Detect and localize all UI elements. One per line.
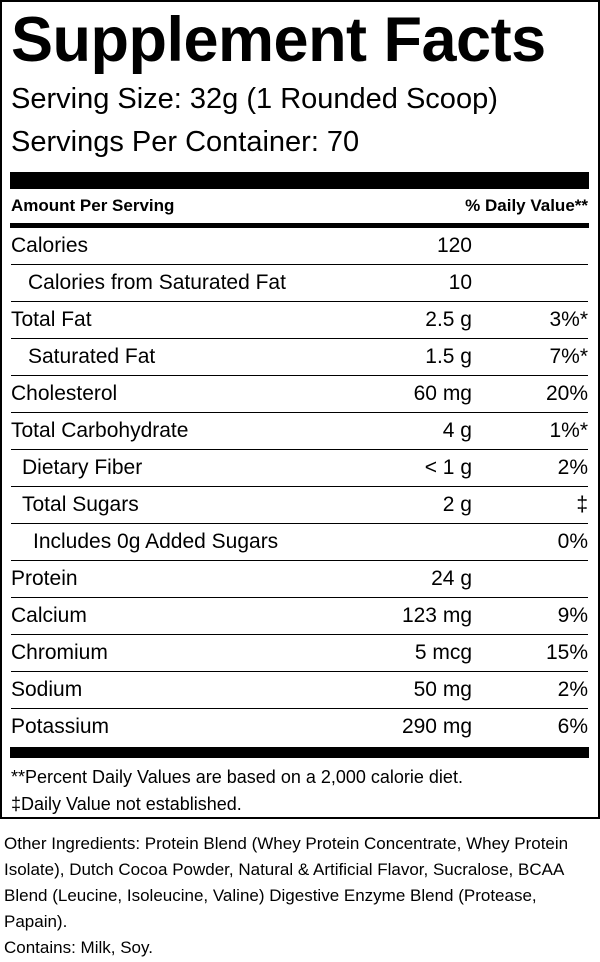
nutrient-row: Chromium 5 mcg 15% [11, 635, 588, 672]
title: Supplement Facts [11, 5, 546, 75]
footnotes: **Percent Daily Values are based on a 2,… [11, 758, 588, 818]
nutrient-name: Includes 0g Added Sugars [33, 530, 279, 553]
nutrient-name: Potassium [11, 715, 110, 738]
nutrient-row: Total Carbohydrate 4 g 1%* [11, 413, 588, 450]
nutrient-row: Sodium 50 mg 2% [11, 672, 588, 709]
amount: 10 [448, 271, 472, 294]
nutrient-table: Calories 120 Calories from Saturated Fat 10… [11, 228, 588, 745]
table-header: Amount Per Serving % Daily Value** [11, 189, 588, 223]
daily-value: 1%* [549, 419, 588, 442]
daily-value: 0% [557, 530, 588, 553]
column-header: Amount Per Serving [11, 196, 175, 215]
daily-value: ‡ [576, 493, 588, 516]
daily-value: 20% [545, 382, 588, 405]
amount: 60 mg [413, 382, 472, 405]
nutrient-name: Calories [11, 234, 89, 257]
nutrient-row: Calories from Saturated Fat 10 [11, 265, 588, 302]
amount: 2.5 g [425, 308, 472, 331]
amount: 50 mg [413, 678, 472, 701]
amount: 1.5 g [425, 345, 472, 368]
nutrient-row: Total Fat 2.5 g 3%* [11, 302, 588, 339]
amount: 2 g [442, 493, 472, 516]
nutrient-name: Protein [11, 567, 78, 590]
ingredients: Other Ingredients: Protein Blend (Whey P… [0, 819, 600, 961]
nutrient-name: Sodium [11, 678, 83, 701]
amount: 5 mcg [414, 641, 472, 664]
amount: 4 g [442, 419, 472, 442]
daily-value: 9% [557, 604, 588, 627]
nutrient-name: Calcium [11, 604, 87, 627]
nutrient-name: Chromium [11, 641, 108, 664]
amount: 24 g [431, 567, 472, 590]
nutrient-row: Calcium 123 mg 9% [11, 598, 588, 635]
nutrient-row: Saturated Fat 1.5 g 7%* [11, 339, 588, 376]
nutrient-row: Potassium 290 mg 6% [11, 709, 588, 745]
amount: 123 mg [401, 604, 472, 627]
daily-value: 7%* [549, 345, 588, 368]
footnote: ‡Daily Value not established. [11, 794, 242, 814]
amount: < 1 g [424, 456, 472, 479]
nutrient-row: Dietary Fiber < 1 g 2% [11, 450, 588, 487]
daily-value: 3%* [549, 308, 588, 331]
serving-size: Serving Size: 32g (1 Rounded Scoop) [11, 83, 498, 115]
amount: 290 mg [401, 715, 472, 738]
nutrient-name: Total Fat [11, 308, 92, 331]
daily-value: 2% [557, 678, 588, 701]
nutrient-row: Includes 0g Added Sugars 0% [11, 524, 588, 561]
nutrient-name: Calories from Saturated Fat [28, 271, 286, 294]
column-header: % Daily Value** [465, 196, 588, 215]
nutrient-name: Saturated Fat [28, 345, 156, 368]
daily-value: 2% [557, 456, 588, 479]
nutrient-row: Calories 120 [11, 228, 588, 265]
divider [10, 747, 589, 758]
nutrient-name: Cholesterol [11, 382, 118, 405]
nutrient-row: Cholesterol 60 mg 20% [11, 376, 588, 413]
nutrient-row: Protein 24 g [11, 561, 588, 598]
nutrient-name: Total Carbohydrate [11, 419, 189, 442]
nutrient-row: Total Sugars 2 g ‡ [11, 487, 588, 524]
divider [10, 223, 589, 228]
supplement-facts-panel: Supplement Facts Serving Size: 32g (1 Ro… [0, 0, 600, 819]
daily-value: 6% [557, 715, 588, 738]
divider [10, 172, 589, 189]
amount: 120 [436, 234, 472, 257]
nutrient-name: Dietary Fiber [22, 456, 143, 479]
daily-value: 15% [545, 641, 588, 664]
footnote: **Percent Daily Values are based on a 2,… [11, 767, 463, 787]
allergens: Contains: Milk, Soy. [4, 938, 153, 957]
other-ingredients: Other Ingredients: Protein Blend (Whey P… [4, 834, 569, 931]
servings-per-container: Servings Per Container: 70 [11, 126, 360, 158]
nutrient-name: Total Sugars [22, 493, 139, 516]
